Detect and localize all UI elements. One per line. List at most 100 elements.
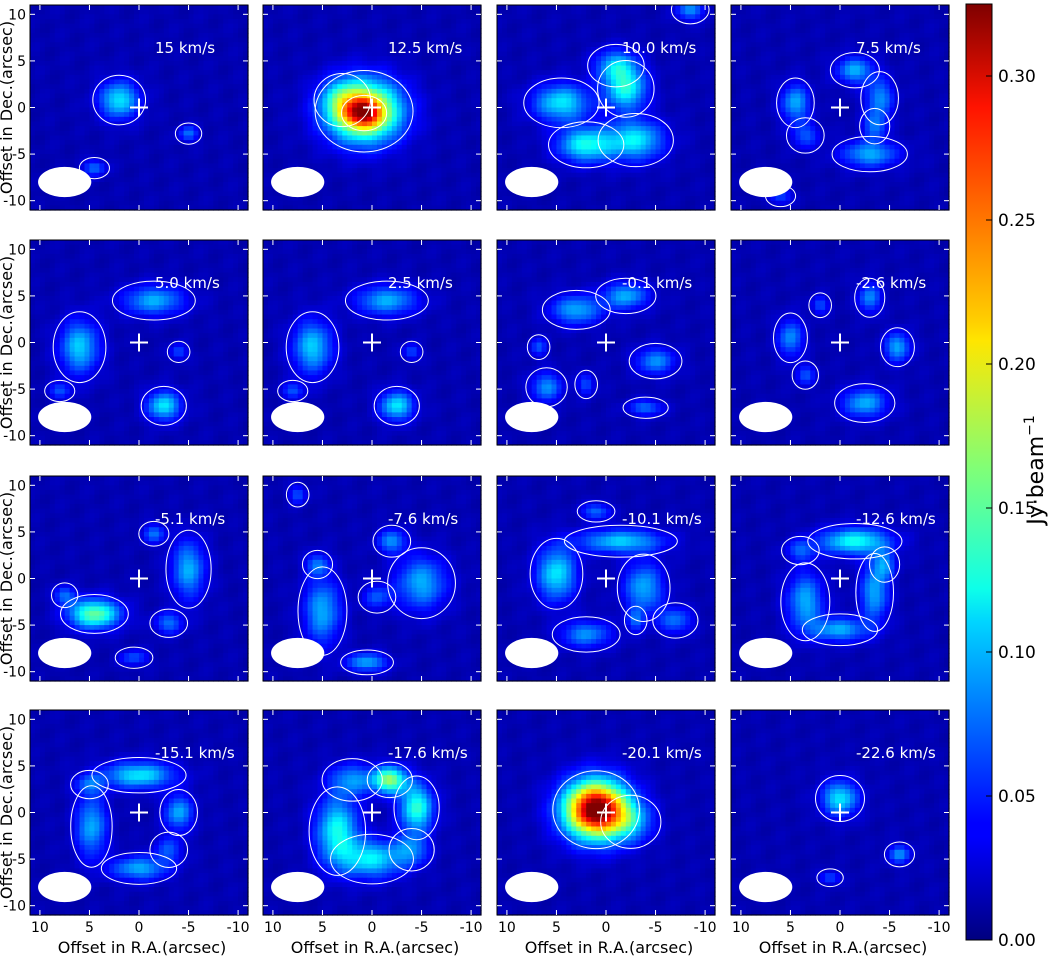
- map-cell: [203, 149, 209, 154]
- map-cell: [198, 10, 204, 15]
- map-cell: [114, 140, 120, 145]
- map-cell: [169, 196, 175, 201]
- map-cell: [228, 70, 234, 75]
- map-cell: [134, 182, 140, 187]
- map-cell: [218, 145, 224, 150]
- map-cell: [431, 66, 437, 71]
- y-axis-label: Offset in Dec.(arcsec): [0, 21, 16, 194]
- map-cell: [407, 70, 413, 75]
- map-cell: [337, 28, 343, 33]
- map-cell: [149, 66, 155, 71]
- map-cell: [218, 47, 224, 52]
- map-cell: [179, 191, 185, 196]
- map-cell: [367, 52, 373, 57]
- map-cell: [45, 201, 51, 206]
- map-cell: [273, 52, 279, 57]
- map-cell: [203, 121, 209, 126]
- map-cell: [303, 108, 309, 113]
- map-cell: [149, 108, 155, 113]
- map-cell: [402, 121, 408, 126]
- map-cell: [169, 98, 175, 103]
- map-cell: [382, 52, 388, 57]
- map-cell: [99, 33, 105, 38]
- map-cell: [402, 33, 408, 38]
- map-cell: [303, 42, 309, 47]
- map-cell: [174, 121, 180, 126]
- map-cell: [75, 159, 81, 164]
- map-cell: [228, 103, 234, 108]
- map-cell: [159, 89, 165, 94]
- map-cell: [119, 112, 125, 117]
- map-cell: [55, 154, 61, 159]
- map-cell: [104, 196, 110, 201]
- map-cell: [456, 103, 462, 108]
- map-cell: [50, 38, 56, 43]
- map-cell: [104, 70, 110, 75]
- map-cell: [308, 33, 314, 38]
- map-cell: [218, 131, 224, 136]
- map-cell: [35, 75, 41, 80]
- map-cell: [184, 56, 190, 61]
- map-cell: [203, 182, 209, 187]
- map-cell: [134, 75, 140, 80]
- map-cell: [169, 126, 175, 131]
- map-cell: [139, 19, 145, 24]
- map-cell: [238, 177, 244, 182]
- map-cell: [198, 61, 204, 66]
- map-cell: [218, 103, 224, 108]
- map-cell: [134, 126, 140, 131]
- map-cell: [40, 103, 46, 108]
- map-cell: [223, 117, 229, 122]
- map-cell: [332, 10, 338, 15]
- map-cell: [278, 66, 284, 71]
- map-cell: [223, 42, 229, 47]
- map-cell: [357, 66, 363, 71]
- map-cell: [70, 145, 76, 150]
- map-cell: [303, 47, 309, 52]
- map-cell: [342, 89, 348, 94]
- map-cell: [139, 187, 145, 192]
- map-cell: [184, 154, 190, 159]
- map-cell: [104, 103, 110, 108]
- map-cell: [45, 52, 51, 57]
- map-cell: [35, 98, 41, 103]
- map-cell: [198, 187, 204, 192]
- map-cell: [114, 94, 120, 99]
- map-cell: [174, 173, 180, 178]
- map-cell: [327, 89, 333, 94]
- map-cell: [94, 103, 100, 108]
- map-cell: [218, 154, 224, 159]
- map-cell: [208, 126, 214, 131]
- map-cell: [397, 24, 403, 29]
- map-cell: [431, 84, 437, 89]
- map-cell: [50, 24, 56, 29]
- map-cell: [129, 84, 135, 89]
- map-cell: [303, 14, 309, 19]
- map-cell: [327, 52, 333, 57]
- map-cell: [436, 56, 442, 61]
- map-cell: [213, 154, 219, 159]
- map-cell: [397, 14, 403, 19]
- map-cell: [298, 108, 304, 113]
- map-cell: [104, 42, 110, 47]
- map-cell: [184, 98, 190, 103]
- map-cell: [392, 61, 398, 66]
- map-cell: [446, 84, 452, 89]
- map-cell: [308, 61, 314, 66]
- map-cell: [124, 19, 130, 24]
- map-cell: [184, 168, 190, 173]
- map-cell: [397, 89, 403, 94]
- map-cell: [288, 52, 294, 57]
- map-cell: [114, 108, 120, 113]
- map-cell: [441, 98, 447, 103]
- map-cell: [45, 135, 51, 140]
- map-cell: [268, 42, 274, 47]
- map-cell: [367, 33, 373, 38]
- map-cell: [238, 191, 244, 196]
- map-cell: [471, 66, 477, 71]
- map-cell: [288, 103, 294, 108]
- map-cell: [213, 121, 219, 126]
- map-cell: [198, 70, 204, 75]
- map-cell: [40, 112, 46, 117]
- map-cell: [332, 94, 338, 99]
